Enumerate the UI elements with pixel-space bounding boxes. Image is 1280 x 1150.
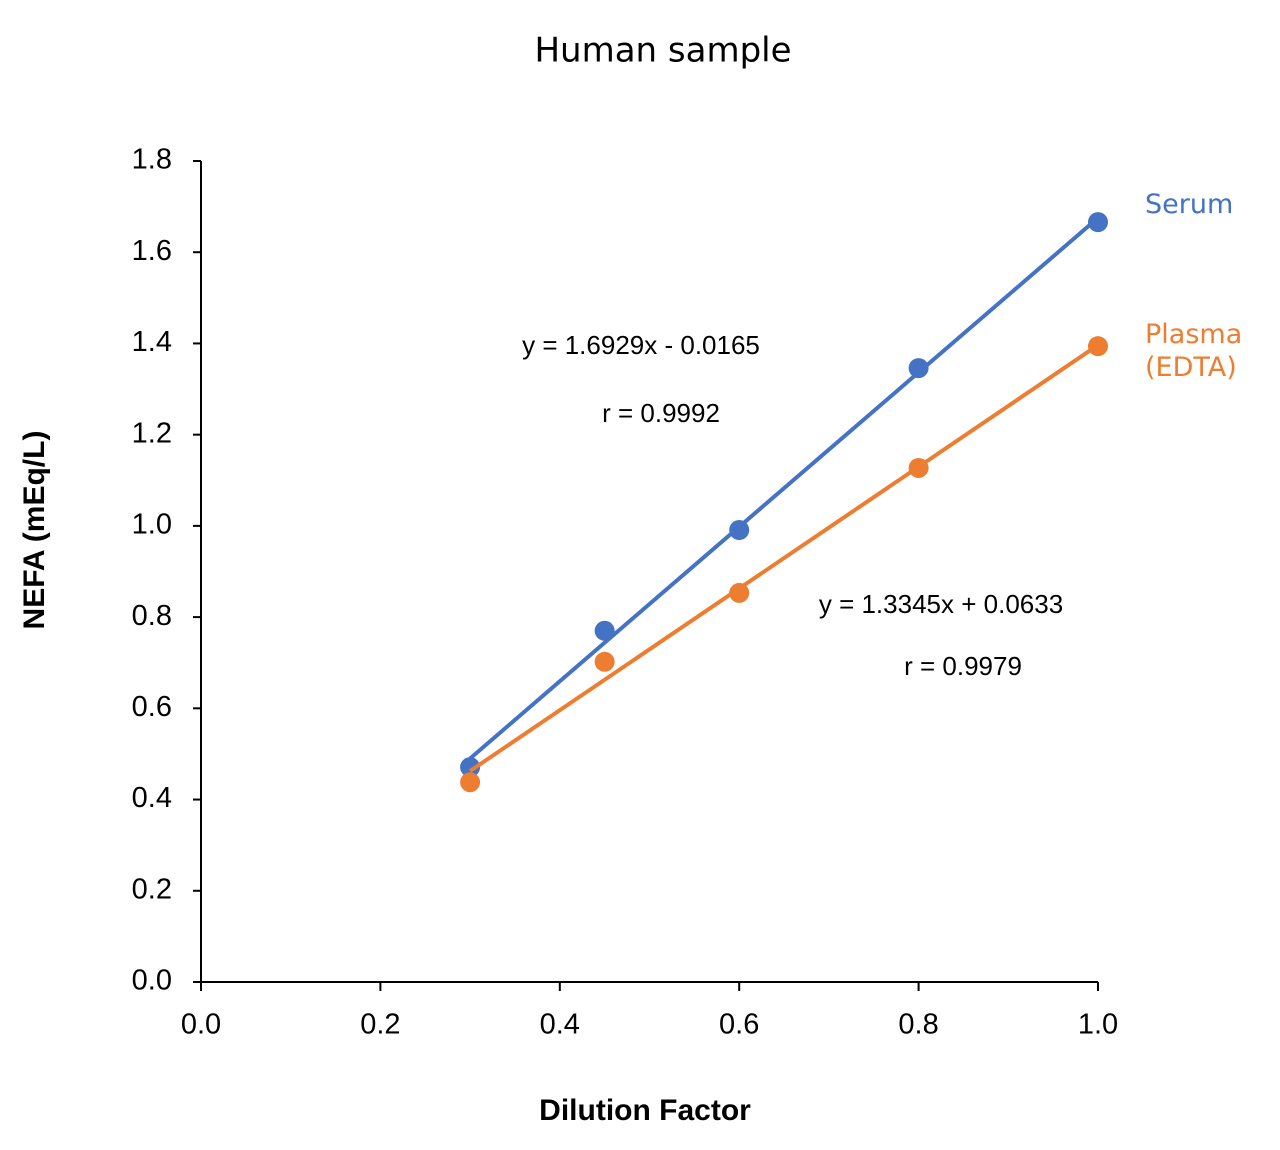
data-point [1088,212,1108,233]
x-tick-label: 0.6 [719,1009,759,1041]
y-tick-label: 1.2 [132,417,172,449]
chart-title: Human sample [534,31,791,71]
data-point [594,651,615,672]
y-tick-label: 1.4 [132,326,172,358]
annotation: y = 1.6929x - 0.0165 [522,330,760,360]
y-tick-label: 1.8 [132,144,172,176]
y-tick-label: 0.8 [132,600,172,632]
legend-label: Serum [1145,189,1234,220]
trendline [468,216,1100,760]
data-point [908,358,929,379]
data-point [460,772,481,793]
x-axis-title: Dilution Factor [539,1094,751,1127]
data-point [908,457,929,478]
x-tick-label: 0.0 [181,1009,221,1041]
data-point [594,620,615,641]
y-tick-label: 1.6 [132,235,172,267]
data-point [729,519,750,540]
trendline [468,343,1100,773]
x-tick-label: 0.4 [540,1009,580,1041]
y-tick-label: 0.6 [132,691,172,723]
y-tick-label: 0.4 [132,782,172,814]
y-tick-label: 0.2 [132,873,172,905]
x-tick-label: 1.0 [1078,1009,1118,1041]
annotation: r = 0.9992 [602,398,720,428]
legend-label: Plasma (EDTA) [1145,319,1243,383]
y-axis-title: NEFA (mEq/L) [18,431,51,630]
data-point [1088,336,1108,357]
y-tick-label: 0.0 [132,965,172,997]
data-point [460,757,481,778]
annotation: r = 0.9979 [904,651,1022,681]
x-tick-label: 0.8 [898,1009,938,1041]
x-tick-label: 0.2 [360,1009,400,1041]
y-tick-label: 1.0 [132,509,172,541]
data-point [729,582,750,603]
annotation: y = 1.3345x + 0.0633 [819,589,1063,619]
